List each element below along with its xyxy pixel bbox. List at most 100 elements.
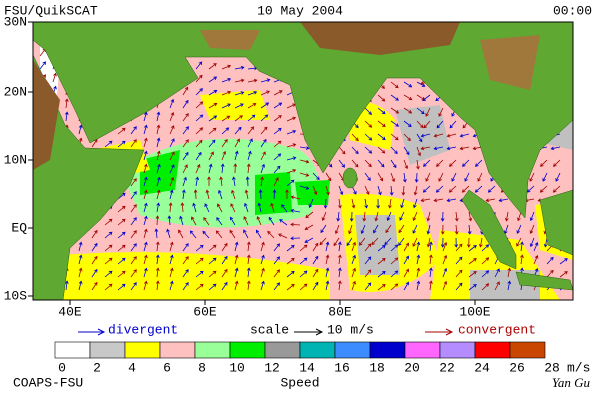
wind-arrow <box>221 103 231 109</box>
wind-arrow <box>377 185 382 196</box>
wind-arrow <box>169 254 174 265</box>
wind-arrow <box>377 284 386 291</box>
wind-arrow <box>403 133 411 142</box>
wind-arrow <box>130 191 137 200</box>
wind-arrow <box>155 241 160 252</box>
wind-arrow <box>285 189 289 199</box>
wind-arrow <box>39 61 46 70</box>
wind-arrow <box>130 217 137 226</box>
wind-arrow <box>442 241 448 252</box>
wind-arrow <box>416 120 424 129</box>
wind-arrow <box>169 280 174 291</box>
wind-arrow <box>320 224 327 234</box>
wind-arrow <box>423 159 431 167</box>
wind-arrow <box>182 256 189 265</box>
wind-arrow <box>286 244 295 252</box>
wind-arrow <box>104 283 113 291</box>
wind-arrow <box>346 237 353 247</box>
wind-arrow <box>243 229 249 239</box>
wind-arrow <box>156 176 161 187</box>
wind-arrow <box>398 224 405 234</box>
wind-arrow <box>130 204 137 213</box>
wind-arrow <box>286 169 297 174</box>
wind-arrow <box>155 215 160 226</box>
wind-arrow <box>104 270 113 278</box>
wind-arrow <box>143 189 148 200</box>
colorbar-label: 18 <box>369 360 385 375</box>
wind-arrow <box>257 202 262 213</box>
wind-arrow <box>403 146 410 156</box>
wind-arrow <box>208 76 218 83</box>
wind-arrow <box>533 254 539 265</box>
wind-arrow <box>351 254 356 265</box>
wind-arrow <box>305 211 314 218</box>
wind-arrow <box>364 146 373 154</box>
wind-arrow <box>216 217 223 226</box>
wind-arrow <box>230 216 236 226</box>
wind-arrow <box>364 120 373 128</box>
wind-arrow <box>390 244 399 252</box>
wind-arrow <box>143 202 148 213</box>
wind-arrow <box>334 224 340 235</box>
wind-arrow <box>193 189 198 200</box>
wind-arrow <box>319 237 327 246</box>
wind-arrow <box>390 81 399 89</box>
wind-arrow <box>104 244 113 252</box>
wind-arrow <box>390 107 400 114</box>
colorbar-box <box>194 341 231 359</box>
wind-arrow <box>390 257 399 265</box>
time: 00:00 <box>553 3 592 18</box>
wind-arrow <box>169 98 175 109</box>
wind-arrow <box>299 185 310 190</box>
wind-arrow <box>438 172 444 182</box>
wind-arrow <box>218 189 223 200</box>
title: FSU/QuikSCAT <box>4 3 98 18</box>
colorbar-box <box>124 341 161 359</box>
wind-arrow <box>260 102 270 109</box>
wind-arrow <box>390 159 397 169</box>
colorbar-box <box>474 341 511 359</box>
wind-arrow <box>416 146 422 157</box>
wind-arrow <box>270 202 275 213</box>
wind-arrow <box>260 267 265 278</box>
wind-arrow <box>130 282 137 291</box>
wind-arrow <box>246 280 251 291</box>
wind-arrow <box>323 198 328 209</box>
wind-arrow <box>195 74 203 83</box>
footer-right: Yan Gu <box>552 375 591 390</box>
wind-arrow <box>205 189 210 200</box>
wind-arrow <box>338 159 345 168</box>
wind-arrow <box>168 202 173 213</box>
wind-arrow <box>195 151 202 161</box>
wind-arrow <box>192 202 197 213</box>
footer-left: COAPS-FSU <box>13 375 83 390</box>
wind-arrow <box>423 120 431 129</box>
wind-arrow <box>182 151 189 161</box>
wind-arrow <box>221 242 228 252</box>
wind-arrow <box>516 224 522 234</box>
wind-arrow <box>520 254 524 265</box>
wind-arrow <box>221 64 232 70</box>
wind-arrow <box>156 124 161 135</box>
wind-arrow <box>390 172 396 183</box>
wind-arrow <box>351 146 359 155</box>
wind-arrow <box>247 78 258 83</box>
wind-arrow <box>385 224 392 234</box>
wind-arrow <box>403 159 409 170</box>
wind-arrow <box>498 198 509 203</box>
wind-arrow <box>219 176 224 187</box>
colorbar-box <box>334 341 371 359</box>
wind-arrow <box>312 268 319 278</box>
colorbar-box <box>299 341 336 359</box>
wind-arrow <box>516 237 522 247</box>
colorbar-box <box>54 341 91 359</box>
wind-arrow <box>169 151 175 161</box>
wind-arrow <box>195 127 204 135</box>
wind-arrow <box>442 280 448 291</box>
wind-arrow <box>156 202 161 213</box>
wind-arrow <box>189 230 197 239</box>
wind-arrow <box>182 99 189 109</box>
wind-arrow <box>195 88 203 96</box>
wind-arrow <box>390 133 399 141</box>
